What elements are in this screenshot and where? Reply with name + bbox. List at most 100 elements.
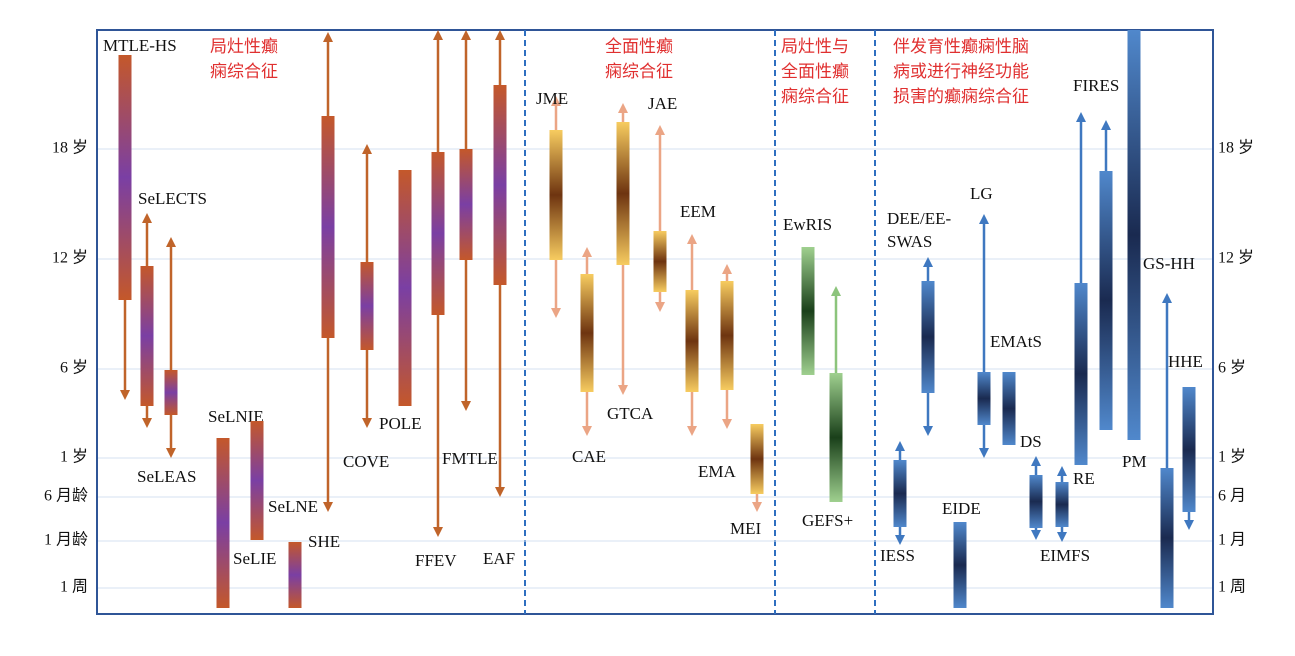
arrow-head <box>687 426 697 436</box>
y-tick-label: 18 岁 <box>52 139 88 157</box>
syndrome-label: FFEV <box>415 551 457 570</box>
arrow-head <box>142 418 152 428</box>
y-tick-label: 12 岁 <box>52 249 88 267</box>
arrow-head <box>687 234 697 244</box>
syndrome-label: EMAtS <box>990 332 1042 351</box>
range-bar <box>1002 372 1016 445</box>
section-title: 痫综合征 <box>605 62 673 82</box>
arrow-head <box>323 32 333 42</box>
y-tick-label: 1 岁 <box>60 448 88 466</box>
syndrome-label: FIRES <box>1073 76 1119 95</box>
syndrome-label: EAF <box>483 549 515 568</box>
section-title: 损害的癫痫综合征 <box>893 87 1029 107</box>
y-tick-label-right: 1 周 <box>1218 579 1246 596</box>
y-tick-label: 6 岁 <box>60 359 88 377</box>
arrow-head <box>1184 520 1194 530</box>
syndrome-label: SeLEAS <box>137 467 197 486</box>
arrow-head <box>551 308 561 318</box>
syndrome-label: POLE <box>379 414 422 433</box>
range-bar <box>1055 482 1069 527</box>
arrow-head <box>495 30 505 40</box>
arrow-head <box>323 502 333 512</box>
y-tick-label-right: 6 月 <box>1218 488 1246 505</box>
syndrome-label: FMTLE <box>442 449 498 468</box>
syndrome-label: IESS <box>880 546 915 565</box>
range-bar <box>685 290 699 392</box>
syndrome-label: LG <box>970 184 993 203</box>
arrow-head <box>895 441 905 451</box>
syndrome-label: JAE <box>648 94 677 113</box>
arrow-head <box>1031 456 1041 466</box>
range-bar <box>216 438 230 608</box>
arrow-head <box>752 502 762 512</box>
section-title: 局灶性与 <box>781 37 849 57</box>
range-bar <box>1160 468 1174 608</box>
range-bar <box>140 266 154 406</box>
range-bar <box>720 281 734 390</box>
syndrome-label: EIMFS <box>1040 546 1090 565</box>
syndrome-label: COVE <box>343 452 389 471</box>
arrow-head <box>1076 112 1086 122</box>
range-bar <box>829 373 843 502</box>
range-bar <box>653 231 667 292</box>
syndrome-label: MEI <box>730 519 762 538</box>
syndrome-label: MTLE-HS <box>103 36 177 55</box>
arrow-head <box>618 103 628 113</box>
range-bar <box>1127 30 1141 440</box>
arrow-head <box>722 264 732 274</box>
arrow-head <box>979 448 989 458</box>
range-bar <box>977 372 991 425</box>
range-bar <box>549 130 563 260</box>
y-tick-label: 1 周 <box>60 579 88 596</box>
section-title: 局灶性癫 <box>210 37 278 57</box>
syndrome-label: SeLECTS <box>138 189 207 208</box>
arrow-head <box>362 418 372 428</box>
syndrome-label: GEFS+ <box>802 511 853 530</box>
arrow-head <box>1057 466 1067 476</box>
y-tick-label-right: 1 岁 <box>1218 448 1246 466</box>
range-bar <box>288 542 302 608</box>
range-bar <box>801 247 815 375</box>
range-bar <box>953 522 967 608</box>
range-bar <box>118 55 132 300</box>
range-bar <box>616 122 630 265</box>
syndrome-label: JME <box>536 89 568 108</box>
syndrome-label: HHE <box>1168 352 1203 371</box>
y-tick-label-right: 1 月 <box>1218 532 1246 549</box>
y-tick-label-right: 6 岁 <box>1218 359 1246 377</box>
syndrome-label: GS-HH <box>1143 254 1195 273</box>
arrow-head <box>166 448 176 458</box>
arrow-head <box>979 214 989 224</box>
arrow-head <box>618 385 628 395</box>
range-bar <box>459 149 473 260</box>
range-bar <box>921 281 935 393</box>
range-bar <box>398 170 412 406</box>
syndrome-label: EMA <box>698 462 737 481</box>
range-bar <box>750 424 764 494</box>
range-bar <box>1029 475 1043 528</box>
y-tick-label-right: 12 岁 <box>1218 249 1254 267</box>
arrow-head <box>923 257 933 267</box>
arrow-head <box>655 125 665 135</box>
syndrome-label: PM <box>1122 452 1147 471</box>
arrow-head <box>461 401 471 411</box>
range-bar <box>1182 387 1196 512</box>
y-tick-label-right: 18 岁 <box>1218 139 1254 157</box>
syndrome-label: CAE <box>572 447 606 466</box>
arrow-head <box>923 426 933 436</box>
syndrome-label: SeLNIE <box>208 407 264 426</box>
frame <box>96 29 1214 615</box>
syndrome-label: GTCA <box>607 404 654 423</box>
section-title: 痫综合征 <box>210 62 278 82</box>
arrow-head <box>1162 293 1172 303</box>
arrow-head <box>1101 120 1111 130</box>
syndrome-label: SHE <box>308 532 340 551</box>
section-title: 病或进行神经功能 <box>893 62 1029 82</box>
arrow-head <box>655 302 665 312</box>
syndrome-label: EIDE <box>942 499 981 518</box>
range-bar <box>321 116 335 338</box>
arrow-head <box>461 30 471 40</box>
range-bar <box>1074 283 1088 465</box>
range-bar <box>493 85 507 285</box>
arrow-head <box>362 144 372 154</box>
